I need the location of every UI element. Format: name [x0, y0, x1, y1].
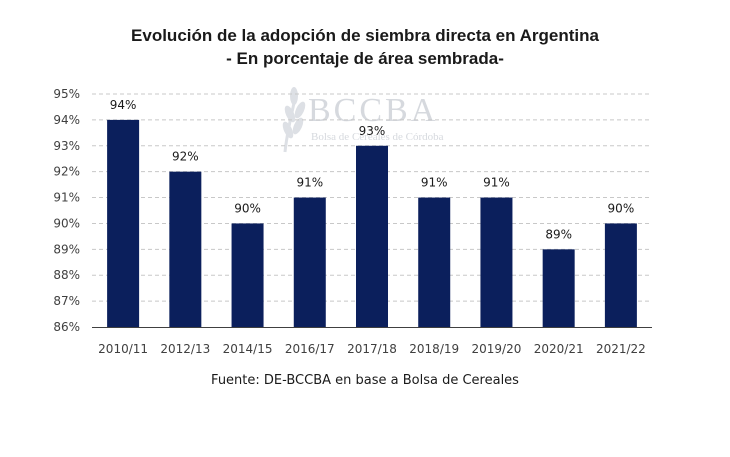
data-label: 91%: [421, 176, 448, 190]
data-label: 94%: [110, 98, 137, 112]
bar: [356, 145, 388, 327]
y-tick-label: 95%: [53, 87, 80, 101]
data-label: 89%: [545, 227, 572, 241]
bar: [604, 223, 637, 327]
y-tick-label: 91%: [53, 191, 80, 205]
y-tick-label: 87%: [53, 294, 80, 308]
y-tick-label: 88%: [53, 268, 80, 282]
source-note: Fuente: DE-BCCBA en base a Bolsa de Cere…: [211, 373, 519, 388]
y-tick-label: 94%: [53, 113, 80, 127]
y-tick-label: 89%: [53, 242, 80, 256]
y-axis-tick-labels: 86% 87% 88% 89% 90% 91% 92% 93% 94% 95%: [53, 87, 80, 334]
bar: [169, 171, 202, 327]
y-tick-label: 86%: [53, 320, 80, 334]
data-label: 92%: [172, 150, 199, 164]
bar: [480, 197, 513, 327]
y-tick-label: 90%: [53, 216, 80, 230]
watermark-subtitle: Bolsa de Cereales de Córdoba: [311, 131, 444, 143]
bar: [418, 197, 451, 327]
data-label: 91%: [483, 176, 510, 190]
x-tick-label: 2020/21: [534, 342, 584, 356]
x-tick-label: 2018/19: [409, 342, 459, 356]
bar: [542, 249, 575, 327]
y-tick-label: 93%: [53, 139, 80, 153]
x-tick-label: 2012/13: [160, 342, 210, 356]
x-axis-tick-labels: 2010/11 2012/13 2014/15 2016/17 2017/18 2018/…: [98, 342, 646, 356]
bars: [107, 119, 637, 327]
chart-title: Evolución de la adopción de siembra dire…: [131, 26, 599, 45]
data-labels: 94% 92% 90% 91% 93% 91% 91% 89% 90%: [110, 98, 634, 241]
x-tick-label: 2021/22: [596, 342, 646, 356]
wheat-ear-icon: [282, 87, 306, 153]
data-label: 91%: [296, 176, 323, 190]
bar: [107, 119, 140, 327]
x-tick-label: 2017/18: [347, 342, 397, 356]
data-label: 90%: [608, 201, 635, 215]
x-tick-label: 2016/17: [285, 342, 335, 356]
data-label: 93%: [359, 124, 386, 138]
watermark: BCCBA Bolsa de Cereales de Córdoba: [282, 87, 444, 153]
data-label: 90%: [234, 201, 261, 215]
x-tick-label: 2014/15: [223, 342, 273, 356]
watermark-name: BCCBA: [308, 92, 438, 129]
x-tick-label: 2019/20: [472, 342, 522, 356]
y-tick-label: 92%: [53, 165, 80, 179]
bar: [231, 223, 264, 327]
chart-subtitle: - En porcentaje de área sembrada-: [226, 49, 504, 68]
x-tick-label: 2010/11: [98, 342, 148, 356]
bar: [293, 197, 326, 327]
